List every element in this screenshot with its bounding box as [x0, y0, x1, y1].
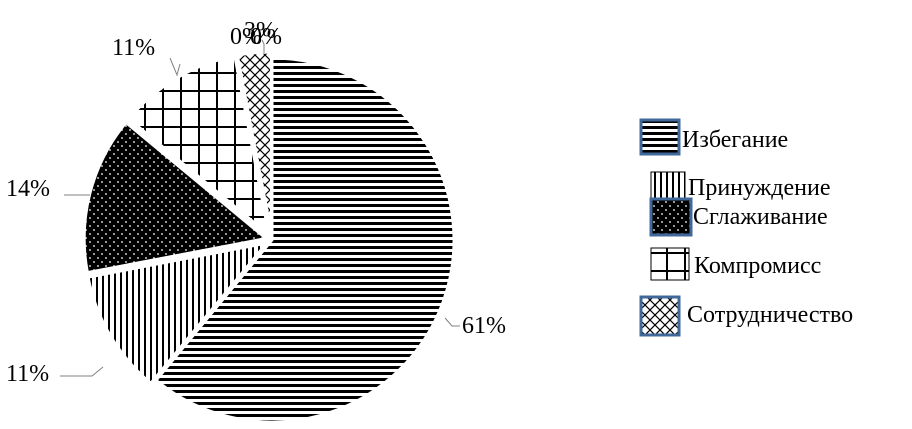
legend-label-sglazhivanie: Сглаживание — [693, 204, 828, 230]
legend-entry-sglazhivanie: Сглаживание — [649, 197, 828, 237]
data-label-kompromiss: 11% — [112, 35, 155, 61]
legend-label-kompromiss: Компромисс — [694, 253, 821, 279]
data-label-zero-1: 0% — [230, 24, 262, 50]
legend-label-sotrudnichestvo: Сотрудничество — [687, 302, 853, 328]
leader-line-kompromiss — [169, 57, 181, 77]
legend-swatch-sotrudnichestvo — [639, 295, 681, 337]
legend-entry-izbeganie: Избегание — [639, 118, 788, 156]
data-label-prinuzhdenie: 11% — [6, 361, 49, 387]
leader-line-prinuzhdenie — [60, 366, 104, 377]
data-label-sotrudnichestvo: 3% — [244, 18, 276, 44]
legend-swatch-izbeganie — [639, 118, 681, 156]
legend-swatch-prinuzhdenie — [650, 171, 686, 203]
pie-slice-sotrudnichestvo — [235, 50, 273, 235]
legend-entry-kompromiss: Компромисс — [650, 247, 821, 281]
data-label-izbeganie: 61% — [462, 313, 506, 339]
legend-swatch-kompromiss — [650, 247, 690, 281]
leader-line-izbeganie — [444, 317, 460, 327]
pie-slice-kompromiss — [126, 54, 272, 239]
pie-slices — [82, 50, 456, 424]
legend-label-izbeganie: Избегание — [682, 127, 788, 153]
pie-slice-izbeganie — [153, 56, 456, 424]
pie-slice-sglazhivanie — [82, 120, 270, 275]
legend-label-prinuzhdenie: Принуждение — [688, 175, 831, 201]
label-leaders — [60, 39, 460, 377]
data-label-zero-2: 0% — [250, 24, 282, 50]
data-label-sglazhivanie: 14% — [6, 176, 50, 202]
leader-line-sotrudnichestvo — [261, 39, 265, 53]
legend-entry-sotrudnichestvo: Сотрудничество — [639, 295, 853, 337]
legend: Избегание Принуждение Сглаживание Компро… — [639, 118, 853, 337]
legend-swatch-sglazhivanie — [649, 197, 693, 237]
pie-slice-prinuzhdenie — [86, 240, 271, 386]
legend-entry-prinuzhdenie: Принуждение — [650, 171, 831, 203]
